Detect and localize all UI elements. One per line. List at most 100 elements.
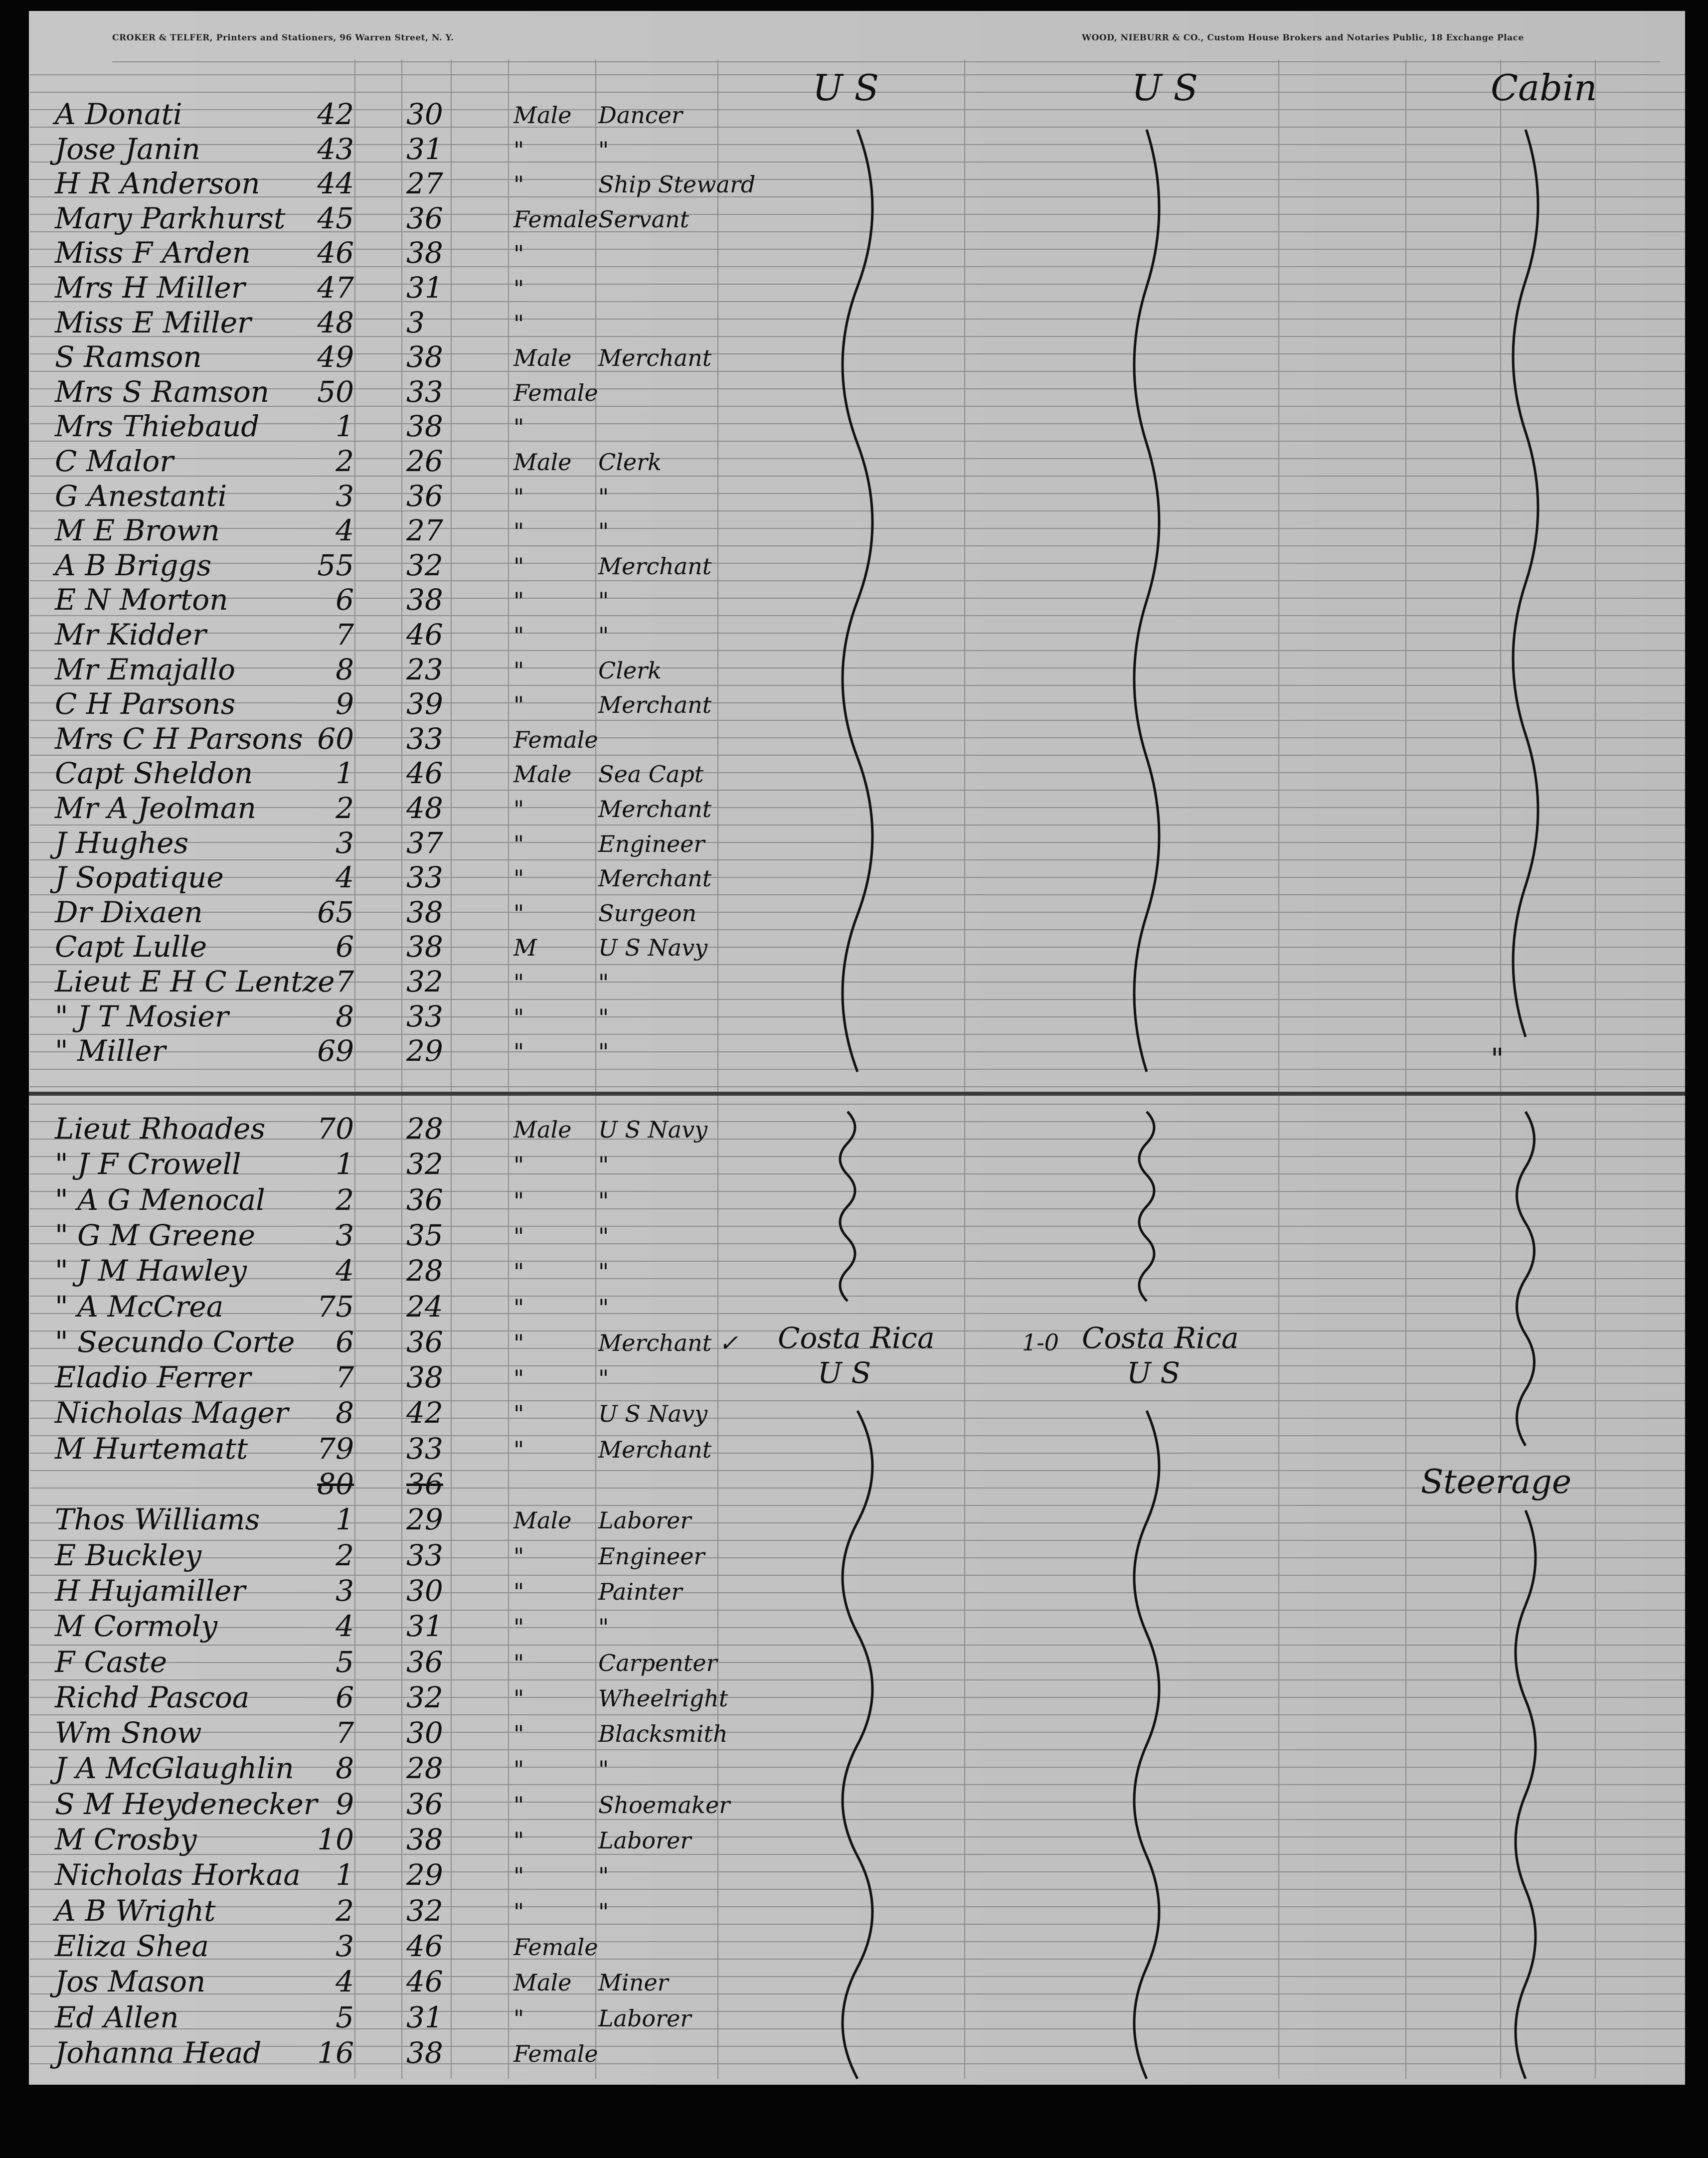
passenger-occupation: Merchant (598, 344, 712, 372)
passenger-occupation: " (598, 1294, 609, 1321)
passenger-name: H Hujamiller (55, 1573, 246, 1608)
passenger-name: Ed Allen (55, 2000, 179, 2034)
citizenship-head: U S (813, 67, 879, 109)
passenger-age: 32 (406, 1680, 443, 1714)
passenger-age: 23 (406, 652, 443, 686)
passenger-age: 24 (406, 1289, 443, 1324)
passenger-name: " G M Greene (55, 1218, 256, 1252)
passenger-age: 38 (406, 1360, 443, 1395)
passenger-age: 36 (406, 1182, 443, 1217)
ditto-wave-line (1133, 129, 1161, 1072)
passenger-sex: " (513, 796, 524, 823)
passenger-occupation: Dancer (598, 102, 683, 129)
passenger-age: 33 (406, 374, 443, 409)
passenger-sex: " (513, 1649, 524, 1676)
ditto-wave-line (1512, 129, 1539, 1037)
passenger-number: 8 (336, 1751, 354, 1786)
passenger-number: 9 (336, 687, 354, 721)
passenger-age: 46 (406, 618, 443, 652)
passenger-number: 1 (336, 409, 354, 444)
passenger-age: 31 (406, 271, 443, 305)
passenger-name: A B Wright (55, 1893, 216, 1928)
passenger-sex: " (513, 1003, 524, 1031)
passenger-name: " J M Hawley (55, 1254, 247, 1288)
passenger-name: A B Briggs (55, 548, 212, 582)
passenger-age: 36 (406, 1645, 443, 1679)
passenger-name: Mr Kidder (55, 618, 206, 652)
passenger-number: 7 (336, 618, 354, 652)
passenger-name: Lieut Rhoades (55, 1112, 266, 1146)
broker-imprint: WOOD, NIEBURR & CO., Custom House Broker… (1082, 33, 1524, 43)
passenger-name: M Hurtematt (55, 1431, 248, 1466)
passenger-occupation: " (598, 587, 609, 615)
passenger-age: 35 (406, 1218, 443, 1252)
passenger-age: 38 (406, 409, 443, 444)
passenger-name: M E Brown (55, 513, 220, 548)
passenger-sex: " (513, 657, 524, 684)
passenger-name: Johanna Head (55, 2035, 262, 2070)
passenger-sex: Female (513, 2040, 598, 2067)
passenger-number: 45 (317, 201, 354, 235)
passenger-sex: " (513, 1258, 524, 1286)
passenger-sex: " (513, 1400, 524, 1428)
passenger-number: 1 (336, 1502, 354, 1537)
passenger-name: J Hughes (55, 826, 189, 860)
passenger-age: 33 (406, 721, 443, 756)
passenger-number: 8 (336, 652, 354, 686)
passenger-age: 27 (406, 166, 443, 201)
passenger-age: 38 (406, 236, 443, 270)
passenger-name: H R Anderson (55, 166, 260, 201)
passenger-name: " Miller (55, 1034, 166, 1068)
passenger-occupation: Painter (598, 1578, 683, 1605)
passenger-occupation: Merchant (598, 796, 712, 823)
passenger-sex: " (513, 1720, 524, 1748)
passenger-age: 32 (406, 1893, 443, 1928)
passenger-occupation: " (598, 1003, 609, 1031)
passenger-age: 28 (406, 1112, 443, 1146)
citizenship-us: U S (818, 1356, 871, 1390)
passenger-name: A Donati (55, 97, 182, 131)
passenger-occupation: Sea Capt (598, 761, 704, 788)
passenger-occupation: Shoemaker (598, 1791, 730, 1819)
passenger-name: Jos Mason (55, 1965, 206, 1999)
passenger-number: 69 (317, 1034, 354, 1068)
passenger-occupation: U S Navy (598, 1400, 708, 1428)
passenger-name: Eladio Ferrer (55, 1360, 251, 1395)
passenger-sex: " (513, 483, 524, 510)
passenger-age: 32 (406, 548, 443, 582)
passenger-occupation: " (598, 518, 609, 545)
passenger-number: 7 (336, 1716, 354, 1750)
passenger-sex: " (513, 1898, 524, 1925)
passenger-occupation: " (598, 1222, 609, 1250)
passenger-occupation: " (598, 1898, 609, 1925)
passenger-name: C H Parsons (55, 687, 236, 721)
passenger-age: 38 (406, 1823, 443, 1856)
destination-us: U S (1127, 1356, 1181, 1390)
passenger-occupation: " (598, 1152, 609, 1179)
passenger-sex: " (513, 1578, 524, 1605)
passenger-sex: " (513, 1614, 524, 1641)
passenger-sex: " (513, 2004, 524, 2032)
passenger-age: 46 (406, 1965, 443, 1999)
passenger-name: Mrs H Miller (55, 271, 245, 305)
passenger-number: 3 (336, 1573, 354, 1608)
passenger-number: 6 (336, 583, 354, 617)
passenger-name: Miss E Miller (55, 305, 251, 339)
passenger-number: 70 (317, 1112, 354, 1146)
passenger-age: 33 (406, 1431, 443, 1466)
ditto-wave-line (1138, 1111, 1156, 1302)
passenger-occupation: U S Navy (598, 934, 708, 962)
passenger-name: G Anestanti (55, 479, 227, 513)
passenger-name: Thos Williams (55, 1502, 260, 1537)
passenger-name: Nicholas Horkaa (55, 1858, 301, 1892)
passenger-sex: " (513, 622, 524, 649)
passenger-occupation: Merchant (598, 1436, 712, 1463)
passenger-age: 36 (406, 1787, 443, 1821)
passenger-age: 32 (406, 1147, 443, 1181)
passenger-name: E N Morton (55, 583, 228, 617)
passenger-name: F Caste (55, 1645, 168, 1679)
passenger-sex: " (513, 518, 524, 545)
passenger-sex: " (513, 1827, 524, 1854)
passenger-age: 38 (406, 930, 443, 964)
